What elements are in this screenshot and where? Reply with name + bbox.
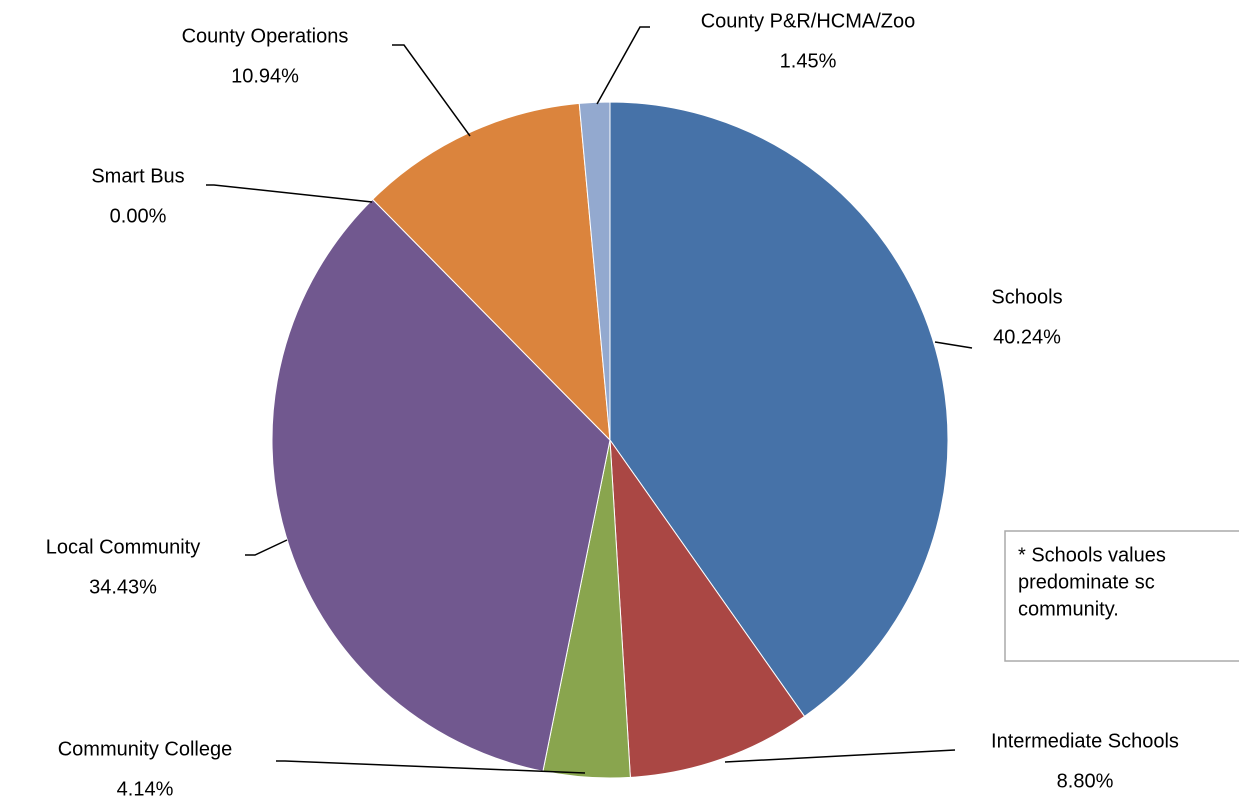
slice-label: Schools: [991, 286, 1062, 308]
pie-slice: [271, 198, 611, 772]
slice-label: Smart Bus: [91, 165, 184, 187]
slices: [271, 101, 949, 779]
leader-line: [206, 184, 373, 203]
slice-value-label: 1.45%: [780, 50, 837, 72]
pie-slice: [578, 101, 611, 441]
annotation-text: community.: [1018, 598, 1119, 620]
slice-label: Local Community: [46, 536, 201, 558]
slice-value-label: 4.14%: [117, 778, 174, 800]
slice-value-label: 0.00%: [110, 205, 167, 227]
leader-line: [392, 44, 471, 137]
annotation-box: [1004, 530, 1239, 662]
slice-value-label: 40.24%: [993, 326, 1061, 348]
leader-lines: [206, 26, 973, 774]
slice-value-label: 34.43%: [89, 576, 157, 598]
leader-line: [724, 749, 956, 763]
pie-slice: [609, 438, 806, 778]
slice-label: County P&R/HCMA/Zoo: [701, 10, 916, 32]
annotation-text: predominate sc: [1018, 571, 1155, 593]
leader-line: [245, 539, 288, 556]
slice-label: Intermediate Schools: [991, 730, 1179, 752]
slice-value-label: 10.94%: [231, 65, 299, 87]
leader-line: [596, 26, 650, 105]
annotation-text: * Schools values: [1018, 544, 1166, 566]
leader-line: [934, 341, 973, 349]
slice-label: County Operations: [182, 25, 349, 47]
slice-value-label: 8.80%: [1057, 770, 1114, 792]
pie-slice: [609, 101, 949, 718]
slice-label: Community College: [58, 738, 233, 760]
leader-line: [276, 760, 586, 774]
